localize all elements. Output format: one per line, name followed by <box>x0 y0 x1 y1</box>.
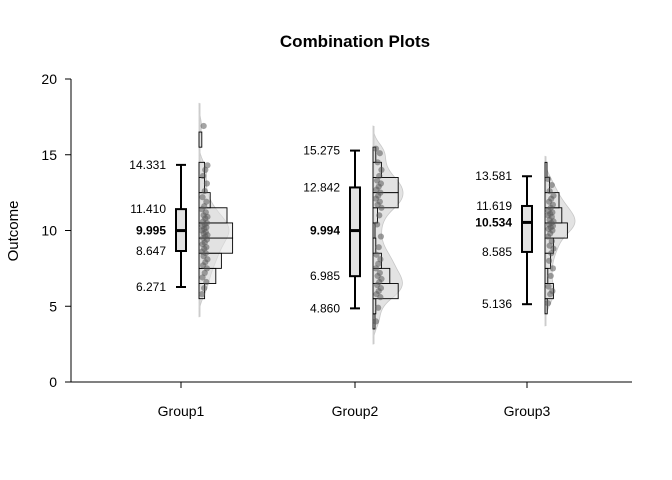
data-point <box>550 192 557 199</box>
data-point <box>373 221 381 228</box>
median-label: 9.994 <box>310 224 340 238</box>
data-point <box>374 159 381 166</box>
data-point <box>198 291 206 298</box>
data-point <box>549 265 557 272</box>
data-point <box>548 238 555 245</box>
chart-title: Combination Plots <box>280 32 430 51</box>
q3-label: 12.842 <box>303 180 340 194</box>
group-group2: 15.275 12.842 9.994 6.985 4.860 <box>303 125 404 345</box>
data-point <box>204 162 211 169</box>
data-point <box>203 180 211 187</box>
histogram-bar <box>372 298 377 315</box>
data-point <box>373 251 380 258</box>
x-tick-label: Group3 <box>504 403 551 419</box>
lower-whisker-label: 5.136 <box>482 297 512 311</box>
data-point <box>200 122 207 130</box>
data-point <box>199 172 207 180</box>
data-point <box>203 198 210 205</box>
data-point <box>201 188 208 195</box>
lower-whisker-label: 6.271 <box>136 280 166 294</box>
data-point <box>201 284 208 292</box>
y-axis-label: Outcome <box>5 201 22 262</box>
data-point <box>376 269 383 277</box>
data-point <box>547 272 554 280</box>
data-point <box>203 278 210 286</box>
q1-label: 8.585 <box>482 245 512 259</box>
upper-whisker-label: 13.581 <box>475 169 512 183</box>
histogram-bar <box>198 131 203 148</box>
histogram-bar <box>544 267 549 284</box>
q1-label: 8.647 <box>136 244 166 258</box>
y-tick-label: 5 <box>49 298 57 314</box>
lower-whisker-label: 4.860 <box>310 301 340 315</box>
x-tick-label: Group1 <box>158 403 205 419</box>
groups: 14.331 11.410 9.995 8.647 6.271 15.275 12.842 9… <box>129 102 576 345</box>
data-point <box>372 318 380 325</box>
data-point <box>544 300 552 307</box>
q3-label: 11.410 <box>130 202 166 216</box>
q1-label: 6.985 <box>310 269 340 283</box>
data-point <box>376 212 383 219</box>
upper-whisker-label: 14.331 <box>129 158 166 172</box>
data-point <box>376 172 383 180</box>
y-tick-label: 15 <box>41 147 57 163</box>
y-tick-label: 0 <box>49 374 57 390</box>
data-point <box>372 145 380 152</box>
data-point <box>546 188 553 195</box>
data-point <box>544 175 552 183</box>
q3-label: 11.619 <box>476 199 512 213</box>
data-point <box>377 233 385 240</box>
data-point <box>377 256 384 263</box>
group-group3: 13.581 11.619 10.534 8.585 5.136 <box>475 155 576 327</box>
upper-whisker-label: 15.275 <box>303 144 340 158</box>
axes: 0 5 10 15 20 Group1 Group2 Group3 <box>41 71 632 419</box>
density-curve <box>372 125 404 345</box>
data-point <box>545 257 553 264</box>
histogram-bar <box>544 161 548 178</box>
data-point <box>199 194 206 201</box>
data-point <box>545 283 552 290</box>
median-label: 9.995 <box>136 224 166 238</box>
data-point <box>549 288 556 295</box>
y-tick-label: 10 <box>41 223 57 239</box>
data-point <box>378 166 385 173</box>
data-point <box>375 304 382 311</box>
data-point <box>375 244 382 251</box>
data-point <box>376 150 383 157</box>
x-tick-label: Group2 <box>332 403 379 419</box>
histogram-bar <box>372 237 377 254</box>
box <box>521 204 533 253</box>
data-point <box>548 181 555 189</box>
group-group1: 14.331 11.410 9.995 8.647 6.271 <box>129 102 234 318</box>
y-tick-label: 20 <box>41 71 57 87</box>
median-label: 10.534 <box>475 215 512 229</box>
